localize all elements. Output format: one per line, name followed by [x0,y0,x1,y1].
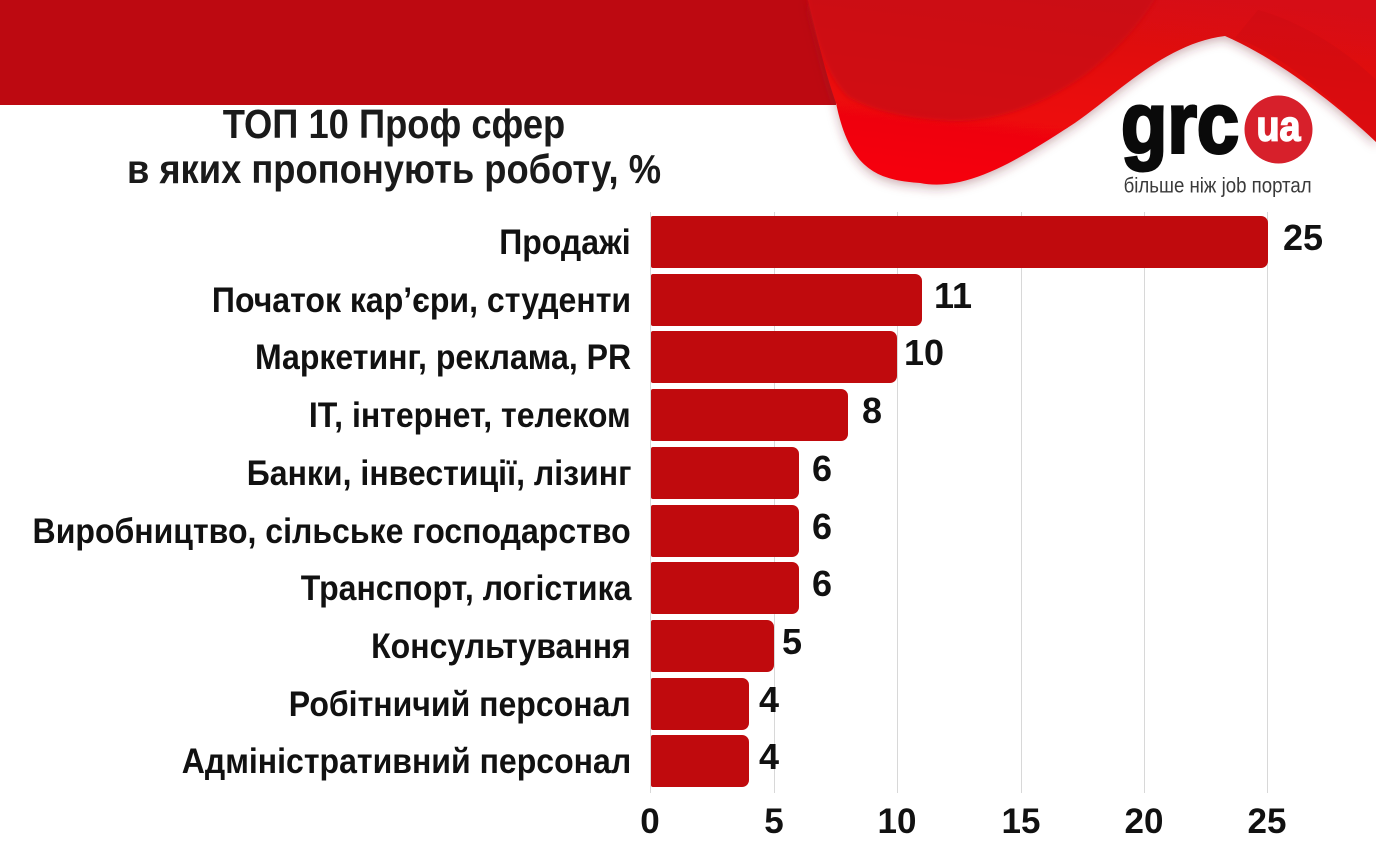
svg-text:grc: grc [1121,76,1239,172]
svg-text:ua: ua [1257,102,1302,150]
svg-text:більше ніж job портал: більше ніж job портал [1124,175,1312,198]
